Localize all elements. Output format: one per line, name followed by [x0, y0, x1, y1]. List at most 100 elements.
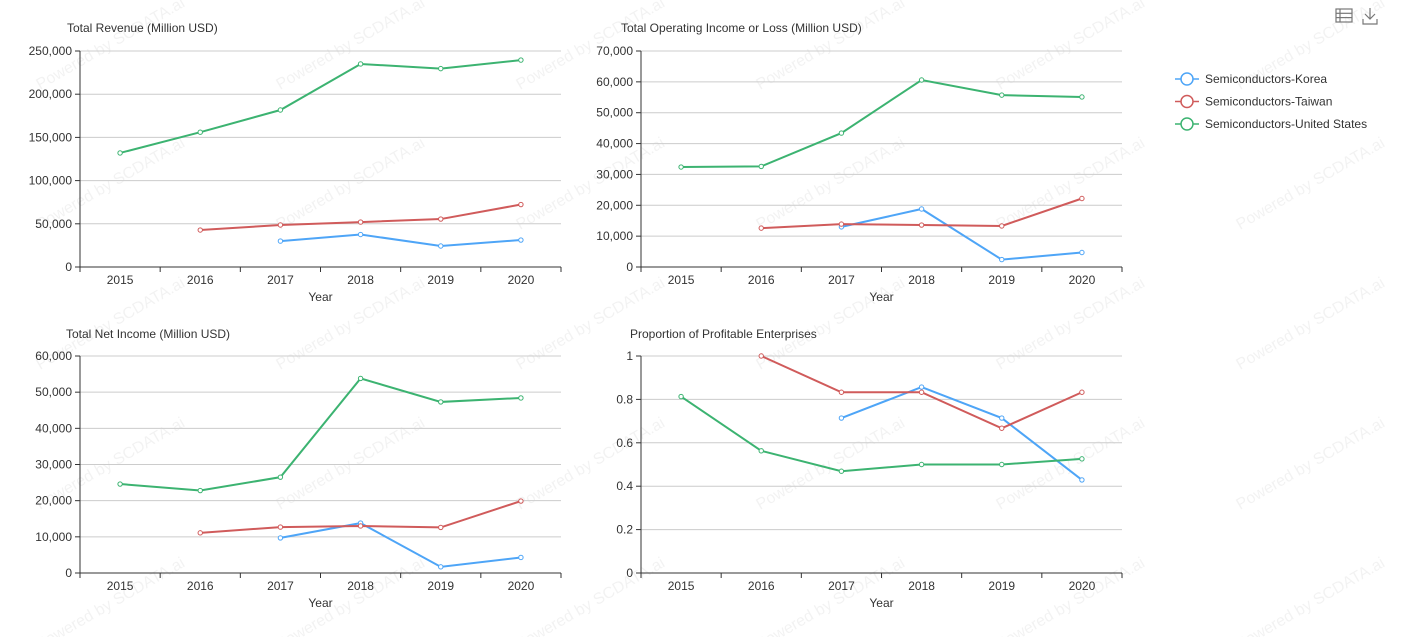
data-point[interactable]	[357, 523, 364, 529]
series-line	[841, 385, 1083, 481]
series-semiconductors-taiwan	[758, 195, 1085, 231]
data-point[interactable]	[838, 468, 845, 474]
data-point[interactable]	[277, 238, 284, 244]
watermark: Powered by SCDATA.ai	[514, 555, 668, 637]
data-point[interactable]	[918, 461, 925, 468]
chart-title: Total Operating Income or Loss (Million …	[621, 21, 862, 35]
x-tick-label: 2020	[508, 579, 535, 593]
data-point[interactable]	[438, 564, 444, 570]
data-point[interactable]	[438, 243, 444, 249]
download-icon[interactable]	[1360, 6, 1380, 26]
data-point[interactable]	[277, 535, 284, 541]
series-semiconductors-united-states	[678, 77, 1085, 170]
data-point[interactable]	[438, 65, 444, 72]
y-tick-label: 0	[65, 260, 72, 274]
data-point[interactable]	[758, 353, 764, 359]
y-tick-label: 30,000	[35, 458, 72, 472]
data-point[interactable]	[918, 389, 925, 395]
data-point[interactable]	[1079, 94, 1085, 100]
x-tick-label: 2019	[427, 579, 454, 593]
data-point[interactable]	[438, 216, 444, 222]
data-point[interactable]	[999, 415, 1005, 421]
data-point[interactable]	[518, 201, 524, 208]
x-tick-label: 2020	[1069, 579, 1096, 593]
data-point[interactable]	[518, 237, 524, 243]
data-point[interactable]	[758, 448, 764, 454]
x-tick-label: 2019	[427, 273, 454, 287]
data-point[interactable]	[197, 487, 203, 494]
chart-3: Total Net Income (Million USD) 0 10,000 20,…	[35, 327, 562, 610]
data-point[interactable]	[918, 206, 925, 212]
y-tick-label: 0.4	[616, 479, 633, 493]
data-point[interactable]	[678, 164, 684, 170]
y-tick-label: 0.2	[616, 523, 633, 537]
data-point[interactable]	[357, 61, 364, 67]
x-tick-label: 2018	[347, 273, 374, 287]
legend-item[interactable]: Semiconductors-Taiwan	[1175, 95, 1332, 109]
data-point[interactable]	[438, 524, 444, 531]
legend: Semiconductors-Korea Semiconductors-Taiwa…	[1175, 72, 1367, 131]
legend-item[interactable]: Semiconductors-United States	[1175, 117, 1367, 131]
data-point[interactable]	[758, 225, 764, 231]
watermark: Powered by SCDATA.ai	[514, 275, 668, 374]
data-point[interactable]	[918, 384, 925, 390]
chart-1: Total Revenue (Million USD) 0 50,000 100,00…	[29, 21, 562, 304]
data-point[interactable]	[999, 92, 1005, 98]
data-point[interactable]	[518, 57, 524, 63]
data-point[interactable]	[197, 530, 203, 536]
watermark: Powered by SCDATA.ai	[274, 135, 428, 234]
data-point[interactable]	[277, 222, 284, 228]
data-point[interactable]	[838, 415, 845, 421]
data-point[interactable]	[758, 163, 764, 170]
chart-4: Proportion of Profitable Enterprises 0 0.2…	[616, 327, 1123, 610]
x-tick-label: 2015	[107, 579, 134, 593]
series-line	[280, 522, 522, 568]
data-point[interactable]	[1079, 477, 1085, 483]
data-point[interactable]	[518, 498, 524, 504]
data-point[interactable]	[1079, 249, 1085, 256]
data-point[interactable]	[999, 223, 1005, 229]
data-point[interactable]	[999, 461, 1005, 468]
data-point[interactable]	[357, 231, 364, 238]
x-axis-label: Year	[308, 290, 332, 304]
series-semiconductors-korea	[838, 206, 1085, 263]
data-point[interactable]	[1079, 195, 1085, 202]
data-point[interactable]	[197, 227, 203, 233]
data-point[interactable]	[197, 129, 203, 135]
series-semiconductors-korea	[277, 231, 524, 249]
data-point[interactable]	[1079, 389, 1085, 395]
x-tick-label: 2015	[107, 273, 134, 287]
data-point[interactable]	[918, 222, 925, 228]
data-point[interactable]	[838, 389, 845, 395]
data-point[interactable]	[999, 425, 1005, 431]
data-view-icon[interactable]	[1334, 6, 1354, 26]
x-tick-label: 2018	[347, 579, 374, 593]
series-semiconductors-taiwan	[197, 201, 524, 233]
legend-item[interactable]: Semiconductors-Korea	[1175, 72, 1327, 86]
data-point[interactable]	[438, 399, 444, 405]
y-tick-label: 0	[65, 566, 72, 580]
legend-label: Semiconductors-United States	[1205, 117, 1367, 131]
data-point[interactable]	[678, 393, 684, 400]
series-line	[280, 233, 521, 248]
watermark: Powered by SCDATA.ai	[1234, 555, 1388, 637]
data-point[interactable]	[117, 150, 123, 156]
data-point[interactable]	[999, 256, 1005, 263]
data-point[interactable]	[277, 474, 284, 480]
watermark: Powered by SCDATA.ai	[754, 0, 908, 93]
data-point[interactable]	[918, 77, 925, 83]
data-point[interactable]	[277, 524, 284, 530]
series-semiconductors-taiwan	[197, 498, 524, 536]
data-point[interactable]	[357, 375, 364, 382]
data-point[interactable]	[518, 554, 524, 561]
data-point[interactable]	[117, 481, 123, 487]
x-axis-label: Year	[869, 596, 893, 610]
data-point[interactable]	[838, 130, 845, 136]
watermark: Powered by SCDATA.ai	[754, 135, 908, 234]
data-point[interactable]	[357, 219, 364, 225]
data-point[interactable]	[518, 395, 524, 401]
data-point[interactable]	[277, 107, 284, 113]
data-point[interactable]	[1079, 456, 1085, 462]
data-point[interactable]	[838, 221, 845, 227]
